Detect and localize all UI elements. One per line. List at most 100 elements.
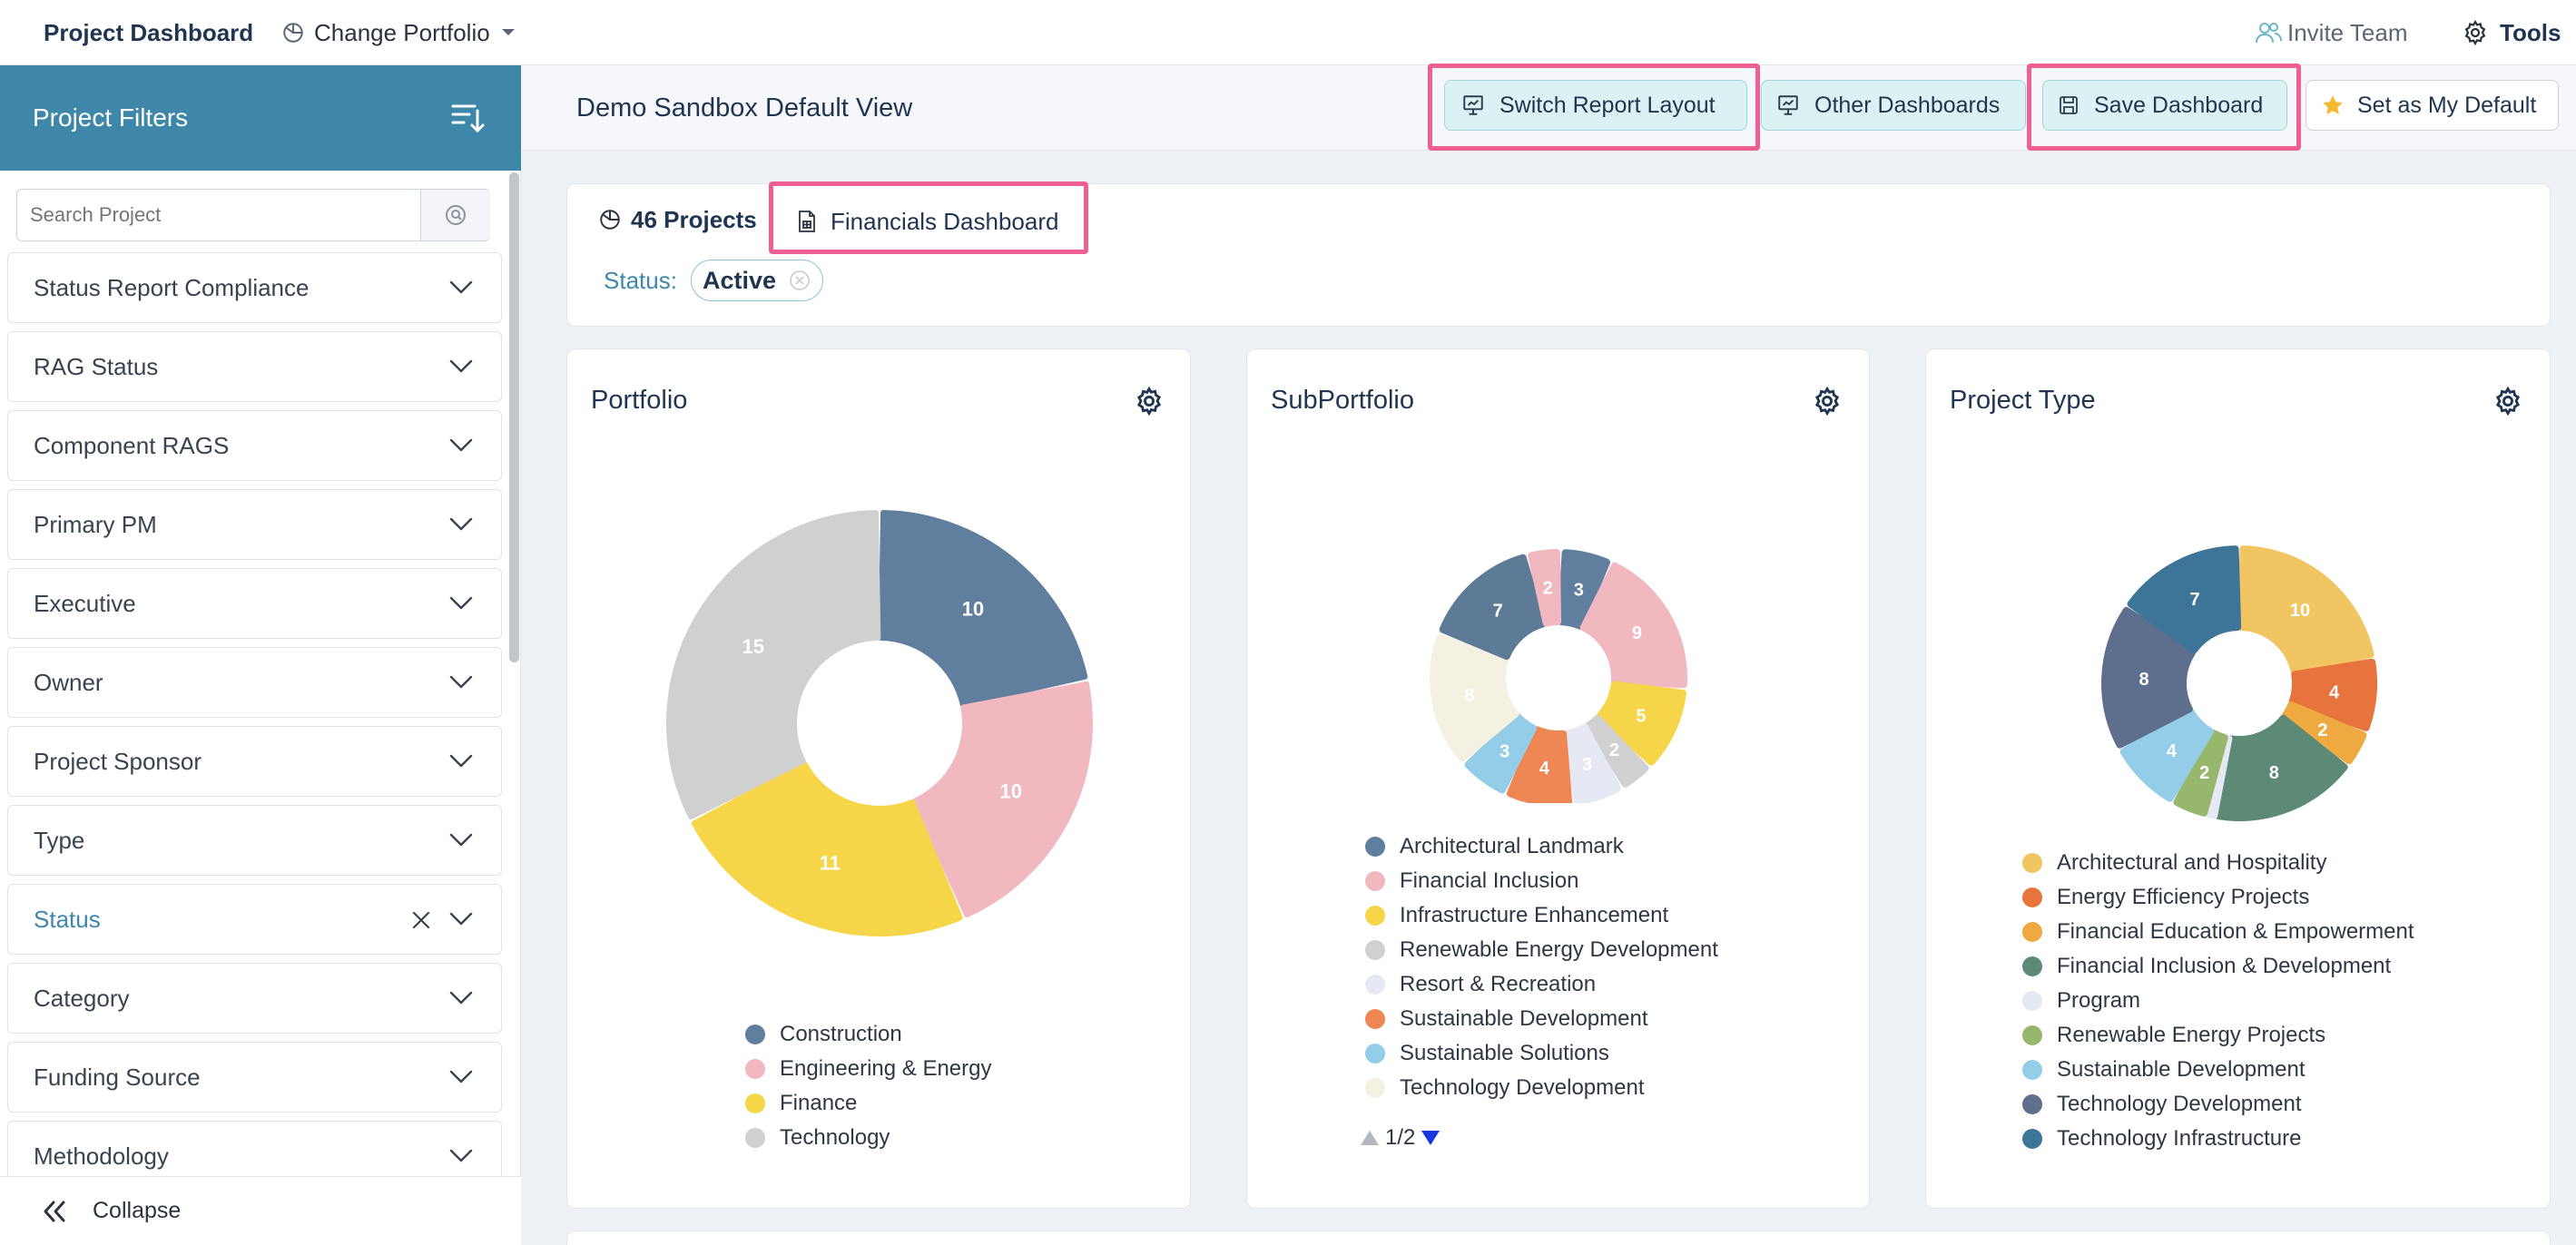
switch-report-layout-button[interactable]: Switch Report Layout [1444,80,1747,131]
legend-label: Technology Infrastructure [2057,1126,2302,1151]
legend-item[interactable]: Financial Inclusion & Development [2022,949,2414,984]
change-portfolio-menu[interactable]: Change Portfolio [281,0,516,65]
legend-item[interactable]: Architectural and Hospitality [2022,846,2414,880]
donut-slice[interactable] [1596,681,1686,766]
filter-owner[interactable]: Owner [7,647,502,718]
project-type-card: Project Type 10 4 2 8 2 4 8 7 Architectural and… [1925,348,2551,1209]
donut-slice[interactable] [2215,714,2348,821]
legend-label: Engineering & Energy [780,1056,992,1081]
filter-funding-source[interactable]: Funding Source [7,1042,502,1113]
chevron-down-icon [449,1070,473,1084]
collapse-sidebar-button[interactable]: Collapse [0,1176,521,1245]
financials-dashboard-link[interactable]: Financials Dashboard [783,193,1086,250]
portfolio-donut-chart[interactable]: 10 10 11 15 [567,440,1192,985]
legend-item[interactable]: Energy Efficiency Projects [2022,880,2414,915]
donut-slice[interactable] [2127,545,2242,654]
donut-slice[interactable] [1558,549,1611,630]
legend-swatch [2022,1094,2042,1114]
filter-primary-pm[interactable]: Primary PM [7,489,502,560]
presentation-chart-icon [1776,93,1800,117]
legend-item[interactable]: Engineering & Energy [745,1052,991,1086]
portfolio-legend: Construction Engineering & Energy Finance T… [745,1017,991,1155]
donut-slice[interactable] [1439,554,1547,661]
legend-item[interactable]: Construction [745,1017,991,1052]
donut-slice[interactable] [1563,723,1622,803]
legend-swatch [1365,837,1385,857]
donut-slice[interactable] [2237,545,2374,675]
donut-slice[interactable] [691,760,963,936]
donut-slice[interactable] [1579,562,1687,689]
search-button[interactable] [420,190,490,240]
filter-label: Type [34,826,85,854]
legend-item[interactable]: Renewable Energy Projects [2022,1018,2414,1053]
filter-rag-status[interactable]: RAG Status [7,331,502,402]
legend-item[interactable]: Finance [745,1086,991,1121]
legend-swatch [2022,1025,2042,1045]
slice-value-label: 8 [2269,763,2279,783]
legend-label: Construction [780,1022,902,1046]
legend-item[interactable]: Financial Education & Empowerment [2022,915,2414,949]
invite-team-button[interactable]: Invite Team [2255,0,2407,65]
filter-status-report-compliance[interactable]: Status Report Compliance [7,252,502,323]
pager-up-icon[interactable] [1360,1129,1380,1147]
donut-slice[interactable] [1585,714,1649,788]
legend-item[interactable]: Resort & Recreation [1365,967,1718,1002]
legend-item[interactable]: Technology [745,1121,991,1155]
donut-slice[interactable] [2119,708,2215,802]
legend-item[interactable]: Sustainable Development [2022,1053,2414,1087]
donut-slice[interactable] [2288,658,2377,731]
search-project-input[interactable] [17,190,420,240]
donut-slice[interactable] [1464,712,1538,794]
legend-item[interactable]: Technology Development [1365,1071,1718,1103]
gear-icon [2462,19,2489,46]
status-chip[interactable]: Active [691,260,823,301]
filter-type[interactable]: Type [7,805,502,876]
legend-item[interactable]: Infrastructure Enhancement [1365,898,1718,933]
remove-chip-icon[interactable] [789,270,811,291]
sidebar-scrollbar[interactable] [509,172,519,662]
filter-label: Project Sponsor [34,747,202,775]
donut-slice[interactable] [1430,633,1519,762]
filter-component-rags[interactable]: Component RAGS [7,410,502,481]
app-title[interactable]: Project Dashboard [44,18,254,46]
donut-slice[interactable] [666,510,881,820]
tools-menu[interactable]: Tools [2462,0,2561,65]
legend-item[interactable]: Technology Development [2022,1087,2414,1122]
legend-item[interactable]: Program [2022,984,2414,1018]
slice-value-label: 7 [2190,590,2200,610]
legend-item[interactable]: Sustainable Solutions [1365,1036,1718,1071]
slice-value-label: 9 [1632,623,1642,643]
projects-count[interactable]: 46 Projects [598,202,757,237]
set-as-my-default-button[interactable]: Set as My Default [2306,80,2559,131]
financials-dashboard-label: Financials Dashboard [831,207,1059,235]
legend-item[interactable]: Financial Inclusion [1365,864,1718,898]
legend-item[interactable]: Sustainable Development [1365,1002,1718,1036]
filter-project-sponsor[interactable]: Project Sponsor [7,726,502,797]
legend-item[interactable]: Technology Infrastructure [2022,1122,2414,1156]
donut-slice[interactable] [911,681,1093,918]
save-dashboard-button[interactable]: Save Dashboard [2042,80,2287,131]
filter-executive[interactable]: Executive [7,568,502,639]
settings-gear-icon[interactable] [1134,386,1165,417]
chevron-down-icon [449,596,473,611]
legend-item[interactable]: Renewable Energy Development [1365,933,1718,967]
legend-label: Technology Development [1400,1075,1645,1100]
donut-slice[interactable] [878,510,1088,708]
donut-slice[interactable] [1528,549,1562,627]
legend-item[interactable]: Architectural Landmark [1365,829,1718,864]
chevron-down-icon [449,1149,473,1163]
pager-down-icon[interactable] [1421,1129,1440,1147]
highlight-switch-layout [1428,64,1760,151]
settings-gear-icon[interactable] [2492,386,2523,417]
donut-slice[interactable] [2101,606,2196,749]
settings-gear-icon[interactable] [1812,386,1843,417]
donut-slice[interactable] [1506,726,1573,803]
chevron-down-icon [449,833,473,848]
clear-filter-icon[interactable] [411,910,431,930]
filter-category[interactable]: Category [7,963,502,1034]
filter-status[interactable]: Status [7,884,502,955]
other-dashboards-button[interactable]: Other Dashboards [1761,80,2026,131]
sort-filter-icon[interactable] [450,102,485,134]
